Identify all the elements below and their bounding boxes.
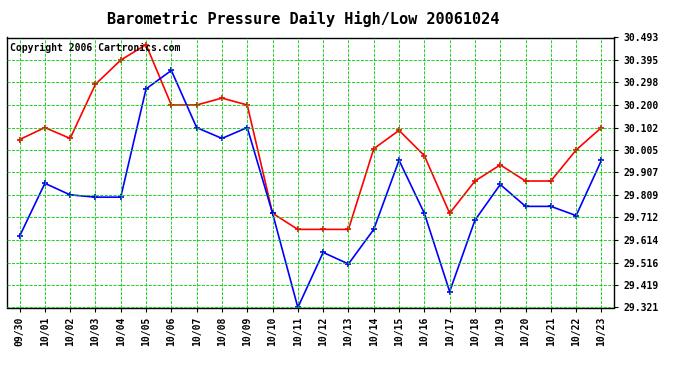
Text: Copyright 2006 Cartronics.com: Copyright 2006 Cartronics.com xyxy=(10,43,180,53)
Text: Barometric Pressure Daily High/Low 20061024: Barometric Pressure Daily High/Low 20061… xyxy=(108,11,500,27)
